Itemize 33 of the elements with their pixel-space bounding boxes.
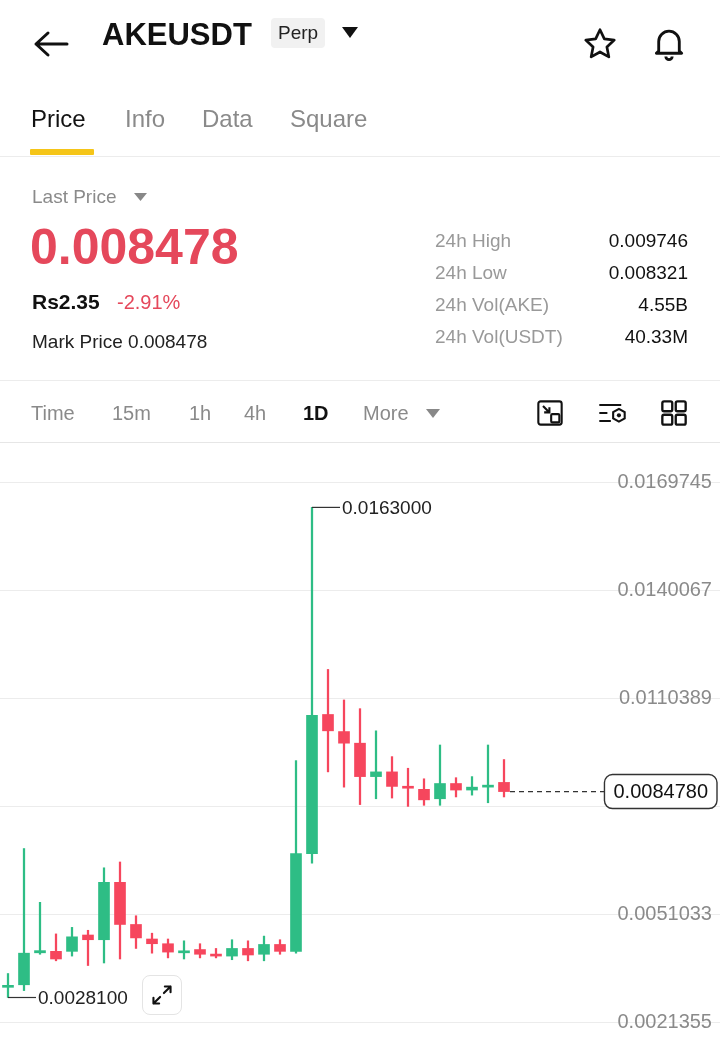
text: More: [363, 401, 409, 425]
text: 24h High: [435, 230, 512, 252]
text: 40.33M: [624, 326, 688, 348]
text: Square: [290, 105, 368, 133]
text: 24h Low: [435, 262, 507, 284]
text: 1D: [303, 401, 329, 425]
ref-line-label: 0.0084780: [613, 780, 708, 803]
y-tick-label: 0.0110389: [618, 686, 712, 709]
text: Rs2.35: [32, 289, 100, 315]
text: Time: [31, 401, 75, 425]
text: Price: [31, 105, 86, 133]
text: 4.55B: [638, 294, 688, 316]
text: Info: [125, 105, 166, 133]
text: 0.008321: [608, 262, 688, 284]
text: 15m: [112, 401, 151, 425]
text: 4h: [244, 401, 267, 425]
text: Mark Price 0.008478: [32, 331, 208, 353]
y-tick-label: 0.0021355: [617, 1009, 712, 1032]
text: 1h: [189, 401, 212, 425]
annotation: 0.0028100: [38, 986, 128, 1008]
text: Last Price: [32, 186, 117, 208]
text: -2.91%: [117, 290, 181, 314]
text: Perp: [271, 18, 326, 48]
text: Data: [202, 105, 253, 133]
text: 24h Vol(USDT): [435, 326, 563, 348]
y-tick-label: 0.0169745: [617, 470, 712, 493]
text: 24h Vol(AKE): [435, 294, 550, 316]
chart-title: AKEUSDT: [102, 17, 252, 53]
y-tick-label: 0.0140067: [617, 578, 712, 601]
y-tick-label: 0.0051033: [617, 901, 712, 924]
text: 0.008478: [30, 219, 239, 277]
text: 0.009746: [608, 230, 688, 252]
annotation: 0.0163000: [342, 496, 432, 518]
